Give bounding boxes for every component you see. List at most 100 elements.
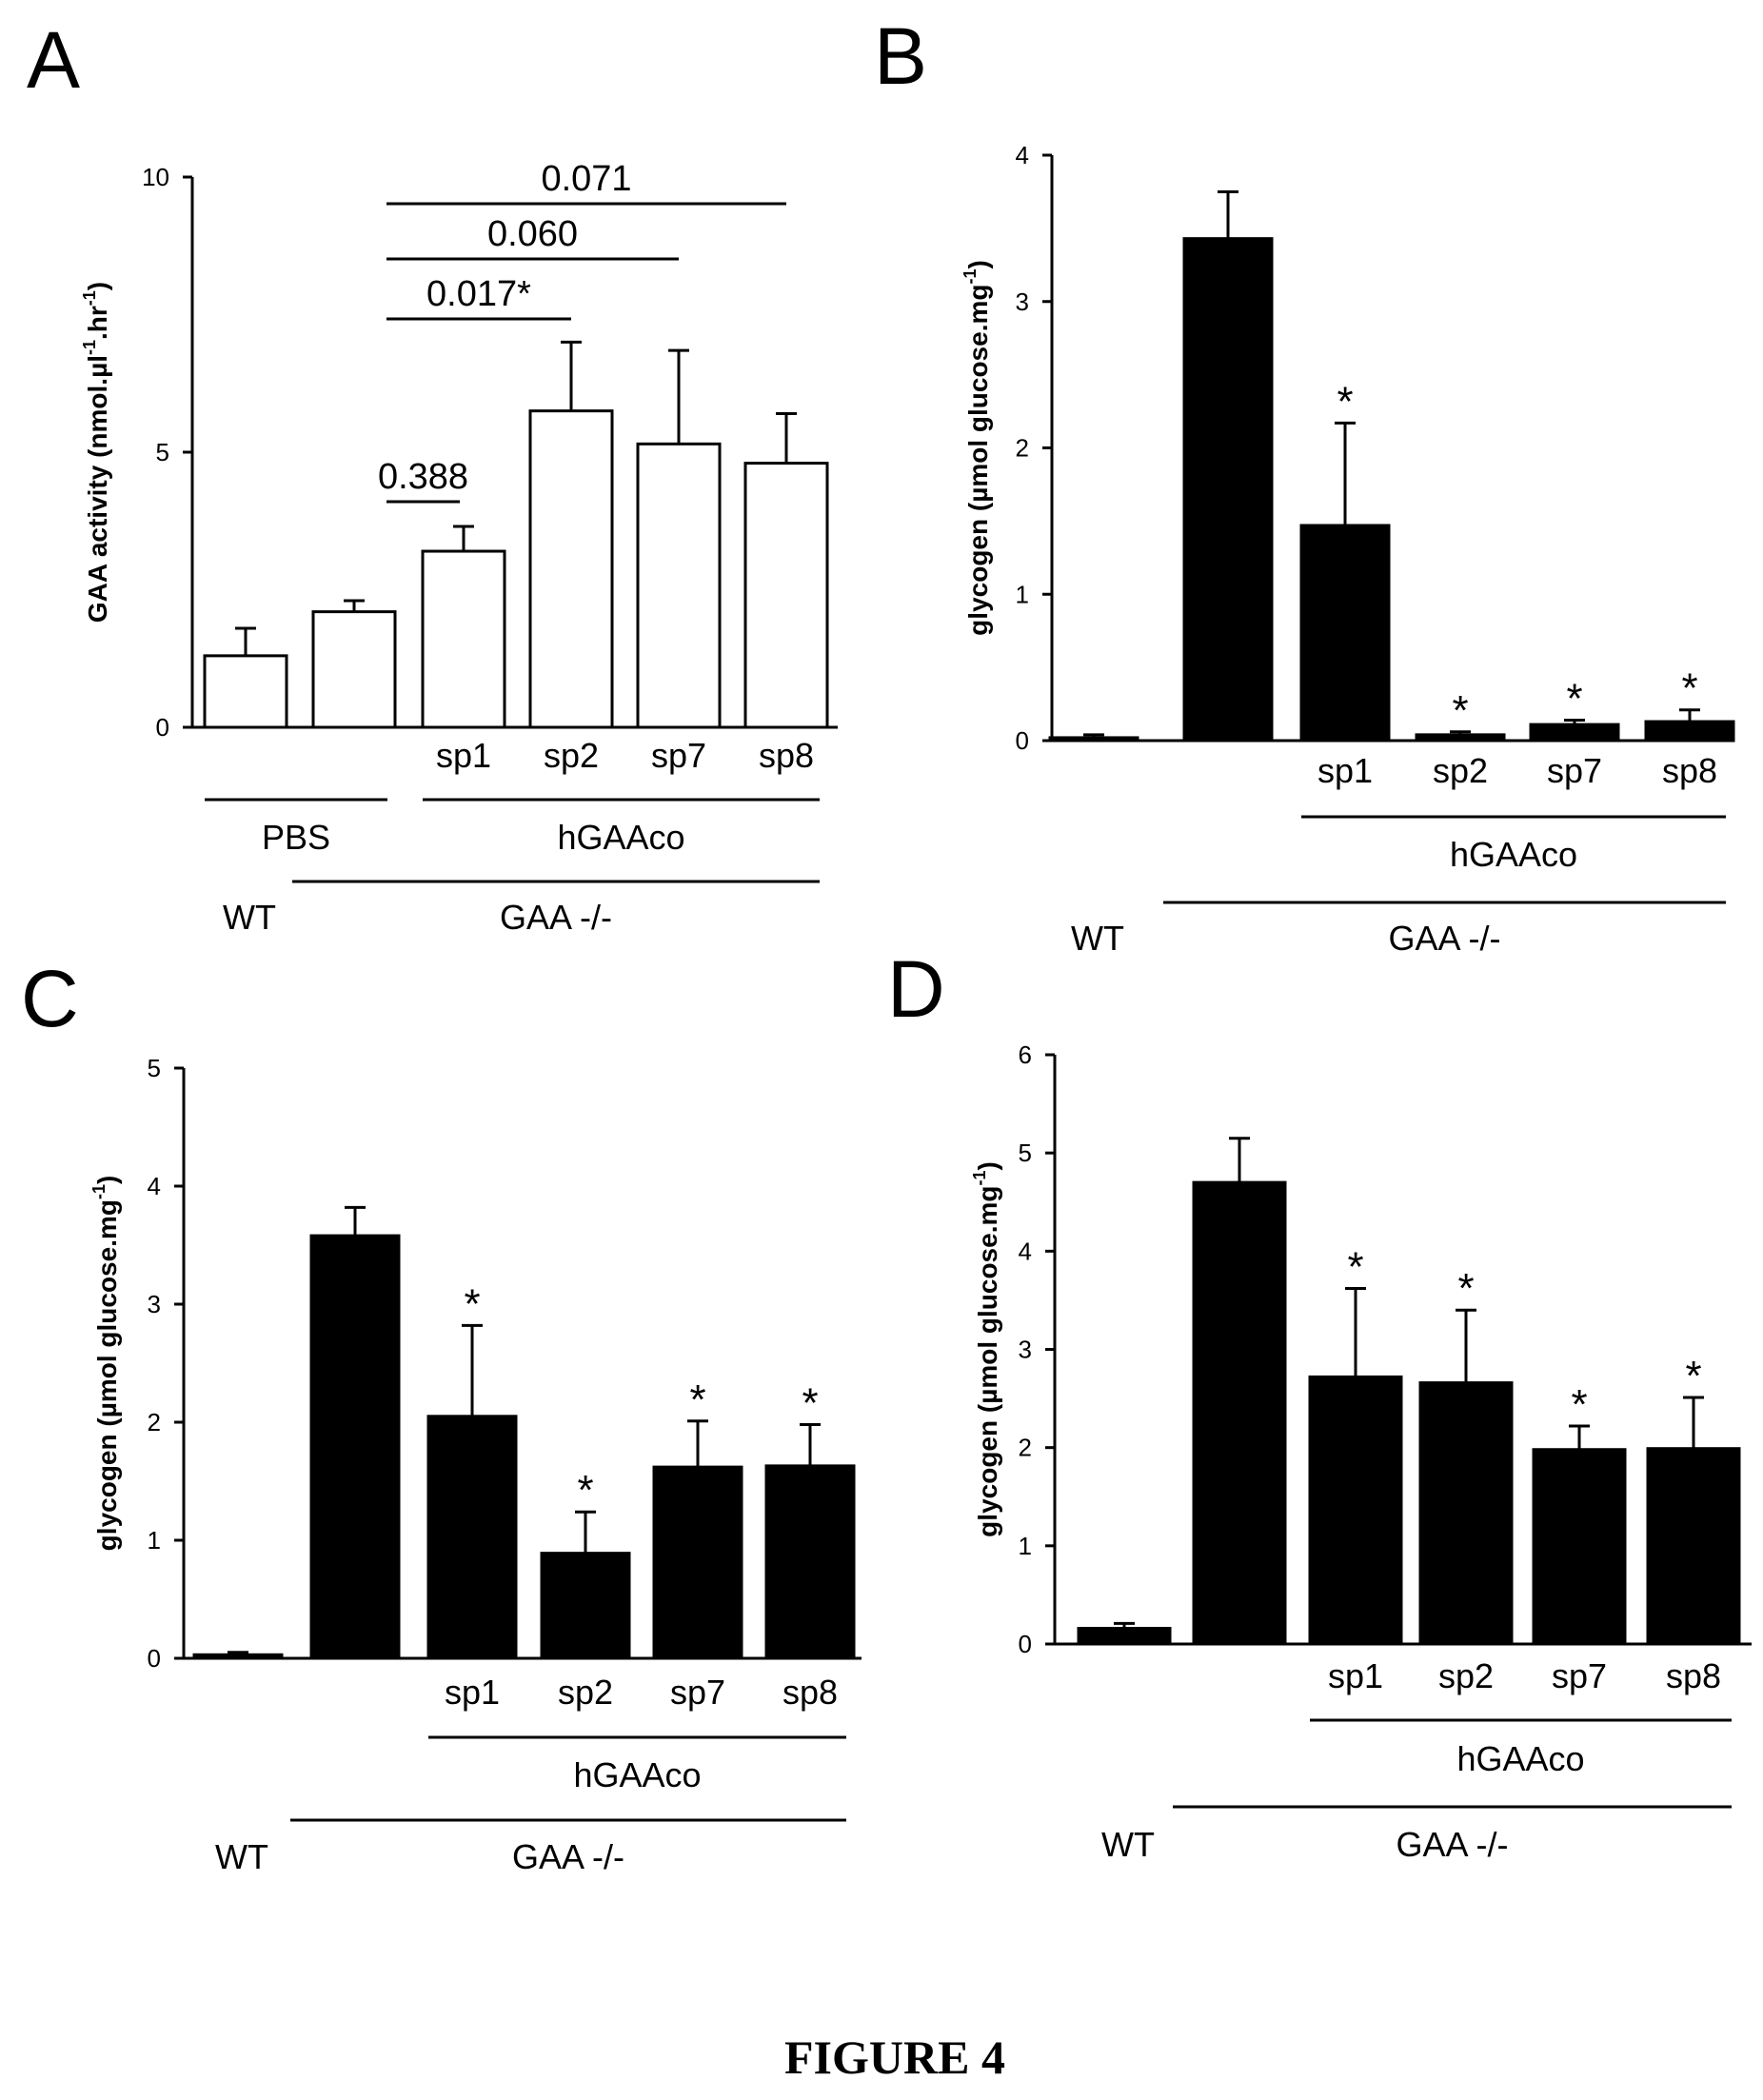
significance-star: * — [1337, 378, 1353, 425]
comparison-p-value: 0.017* — [426, 274, 531, 314]
bar — [1532, 1448, 1627, 1646]
y-tick-label: 2 — [148, 1408, 161, 1436]
y-axis-label-part: -1 — [80, 340, 99, 355]
wt-label: WT — [1101, 1825, 1155, 1864]
category-label: sp1 — [436, 736, 491, 775]
y-axis-label-part: -1 — [80, 290, 99, 306]
bar — [1646, 1447, 1741, 1646]
y-tick-label: 0 — [1016, 726, 1029, 755]
y-axis-label-part: -1 — [89, 1184, 109, 1199]
y-axis-label-part: GAA activity (nmol.µl — [83, 355, 112, 623]
bar — [764, 1464, 856, 1660]
bar — [540, 1552, 631, 1660]
y-tick-label: 5 — [1019, 1139, 1032, 1167]
y-axis-label-part: .hr — [83, 306, 112, 340]
y-tick-label: 5 — [156, 438, 169, 466]
bar — [421, 549, 506, 729]
y-axis-label-part: ) — [92, 1176, 122, 1184]
y-axis-label: glycogen (µmol glucose.mg-1) — [970, 1161, 1002, 1537]
group-label: GAA -/- — [512, 1837, 624, 1876]
comparison-p-value: 0.071 — [541, 159, 631, 199]
category-label: sp7 — [670, 1673, 725, 1712]
significance-star: * — [1457, 1265, 1474, 1312]
y-axis-label-part: glycogen (µmol glucose.mg — [92, 1199, 122, 1551]
y-axis-label-part: ) — [83, 282, 112, 290]
y-axis-label-part: -1 — [970, 1171, 989, 1186]
bar — [203, 654, 288, 729]
group-label: hGAAco — [1450, 835, 1577, 874]
category-label: sp7 — [1552, 1656, 1607, 1695]
group-label: PBS — [262, 818, 330, 857]
significance-star: * — [1681, 665, 1697, 712]
bar — [1192, 1180, 1287, 1646]
category-label: sp1 — [1317, 751, 1373, 790]
y-axis-label: GAA activity (nmol.µl-1.hr-1) — [80, 282, 112, 623]
bar — [426, 1415, 518, 1660]
bar — [192, 1653, 284, 1660]
panel-letter-b: B — [874, 11, 927, 101]
wt-label: WT — [1071, 919, 1124, 958]
bar — [743, 462, 829, 729]
bar — [652, 1465, 743, 1660]
significance-star: * — [1685, 1353, 1701, 1399]
panel-letter-c: C — [21, 954, 79, 1043]
category-label: sp2 — [558, 1673, 613, 1712]
group-label: GAA -/- — [500, 898, 612, 937]
significance-star: * — [1347, 1244, 1363, 1291]
bar — [1418, 1381, 1514, 1646]
y-tick-label: 3 — [1019, 1336, 1032, 1364]
category-label: sp2 — [1433, 751, 1488, 790]
bar — [1077, 1626, 1172, 1646]
y-axis-label: glycogen (µmol glucose.mg-1) — [961, 260, 993, 636]
y-tick-label: 10 — [142, 163, 169, 191]
y-axis-label-part: ) — [973, 1161, 1002, 1170]
category-label: sp2 — [1438, 1656, 1494, 1695]
category-label: sp8 — [1666, 1656, 1721, 1695]
comparison-p-value: 0.060 — [487, 214, 578, 254]
bar — [1308, 1375, 1403, 1646]
y-axis-label-part: ) — [963, 260, 993, 268]
y-axis-label: glycogen (µmol glucose.mg-1) — [89, 1176, 122, 1552]
y-tick-label: 4 — [1019, 1237, 1032, 1265]
y-tick-label: 0 — [156, 713, 169, 742]
bar — [311, 610, 397, 729]
y-tick-label: 1 — [148, 1526, 161, 1555]
significance-star: * — [1571, 1381, 1587, 1428]
y-tick-label: 3 — [1016, 287, 1029, 316]
bar — [1048, 736, 1139, 743]
bar — [1644, 720, 1735, 743]
group-label: hGAAco — [557, 818, 684, 857]
wt-label: WT — [223, 898, 276, 937]
y-tick-label: 3 — [148, 1290, 161, 1318]
significance-star: * — [1452, 687, 1468, 734]
category-label: sp8 — [1662, 751, 1717, 790]
y-tick-label: 6 — [1019, 1040, 1032, 1069]
bar — [1182, 237, 1274, 743]
category-label: sp7 — [651, 736, 706, 775]
y-tick-label: 2 — [1016, 434, 1029, 463]
chart-panel-c: 0 1 2 3 4 5 glycogen (µmol glucose.mg-1) * sp1 * s… — [89, 1054, 862, 1876]
y-axis-label-part: glycogen (µmol glucose.mg — [973, 1186, 1002, 1537]
y-tick-label: 0 — [148, 1644, 161, 1673]
y-tick-label: 4 — [148, 1172, 161, 1200]
bar — [1529, 723, 1620, 743]
group-label: GAA -/- — [1388, 919, 1500, 958]
significance-star: * — [464, 1280, 480, 1327]
panel-letter-d: D — [887, 944, 945, 1034]
bar — [1415, 733, 1506, 743]
bar — [1299, 524, 1391, 743]
y-tick-label: 1 — [1019, 1532, 1032, 1560]
significance-star: * — [577, 1467, 593, 1514]
significance-star: * — [689, 1377, 705, 1423]
category-label: sp8 — [759, 736, 814, 775]
significance-star: * — [802, 1379, 818, 1426]
panel-letter-a: A — [27, 15, 80, 105]
y-tick-label: 4 — [1016, 141, 1029, 169]
y-tick-label: 0 — [1019, 1630, 1032, 1658]
y-axis-label-part: glycogen (µmol glucose.mg — [963, 285, 993, 636]
group-label: GAA -/- — [1396, 1825, 1508, 1864]
category-label: sp2 — [544, 736, 599, 775]
group-label: hGAAco — [573, 1755, 701, 1794]
